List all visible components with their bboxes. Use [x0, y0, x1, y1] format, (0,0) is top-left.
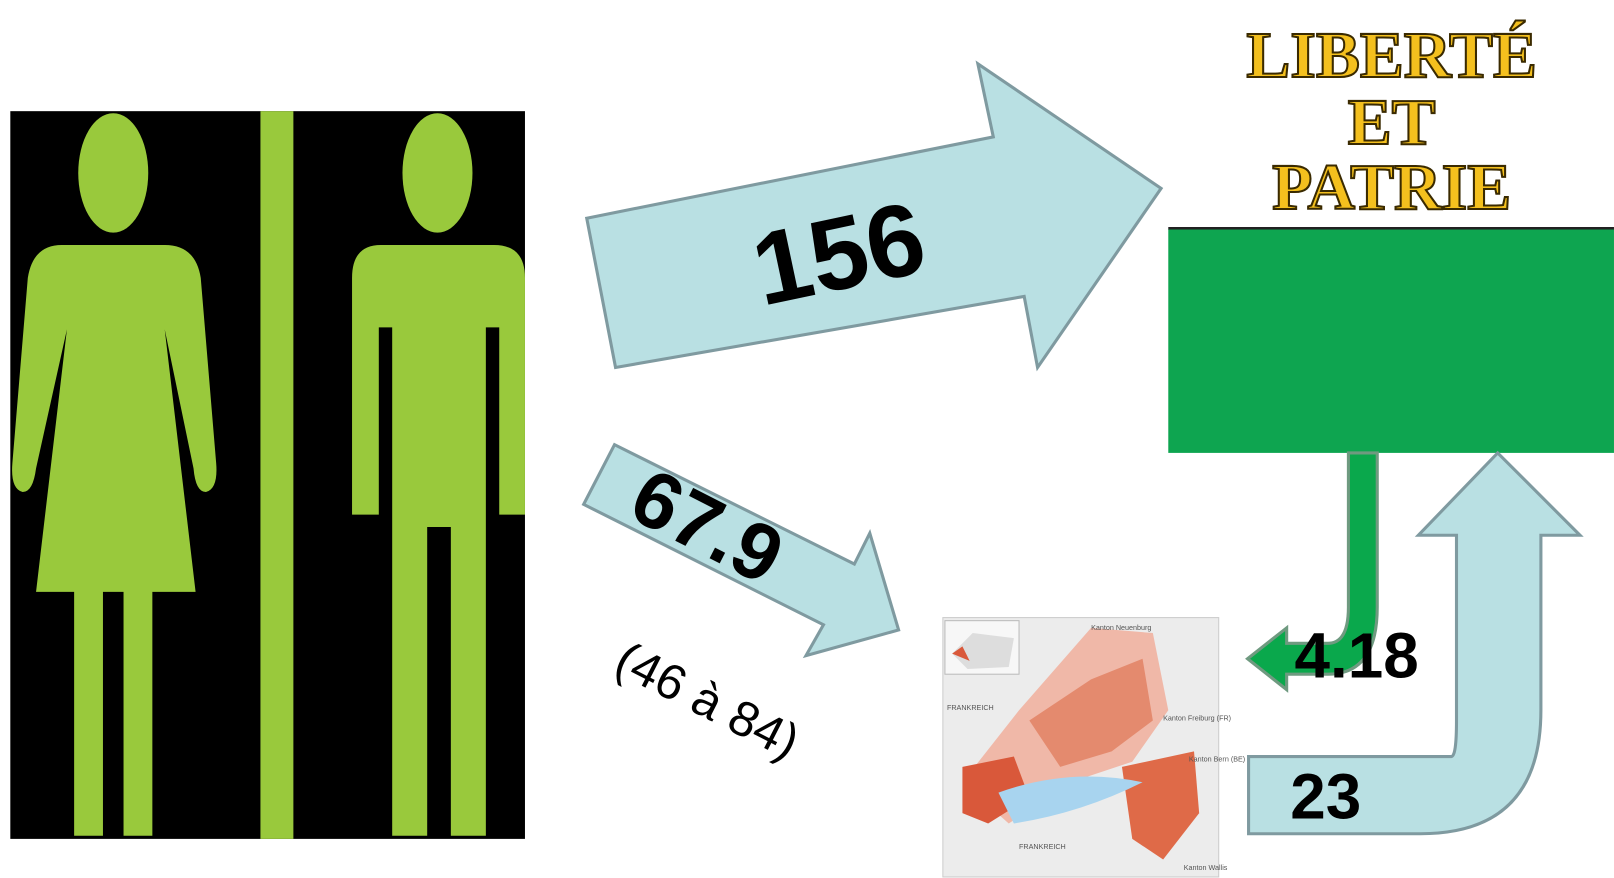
flow-label: 23: [1290, 760, 1361, 832]
woman-icon: [12, 113, 217, 836]
divider: [260, 111, 294, 839]
flow-range: (46 à 84): [607, 631, 808, 770]
outflow-arrow: [1245, 451, 1379, 693]
motto-line: ET: [1348, 86, 1436, 159]
map-label: Kanton Freiburg (FR): [1163, 714, 1231, 723]
map-label: Kanton Neuenburg: [1091, 623, 1151, 632]
map-label: Kanton Bern (BE): [1189, 755, 1245, 764]
flow-arrow: [584, 60, 1164, 372]
green-flag: [1168, 229, 1614, 453]
map-label: FRANKREICH: [1019, 842, 1066, 851]
return-arrow: [1247, 450, 1584, 836]
man-icon: [352, 113, 525, 836]
map-label: Kanton Wallis: [1184, 863, 1228, 872]
flow-label: 4.18: [1295, 619, 1419, 691]
map-label: FRANKREICH: [947, 703, 994, 712]
motto-line: LIBERTÉ: [1246, 19, 1537, 92]
map: Kanton Neuenburg FRANKREICH Kanton Freib…: [942, 617, 1245, 878]
motto-line: PATRIE: [1272, 151, 1511, 224]
flow-arrow: [581, 442, 901, 659]
